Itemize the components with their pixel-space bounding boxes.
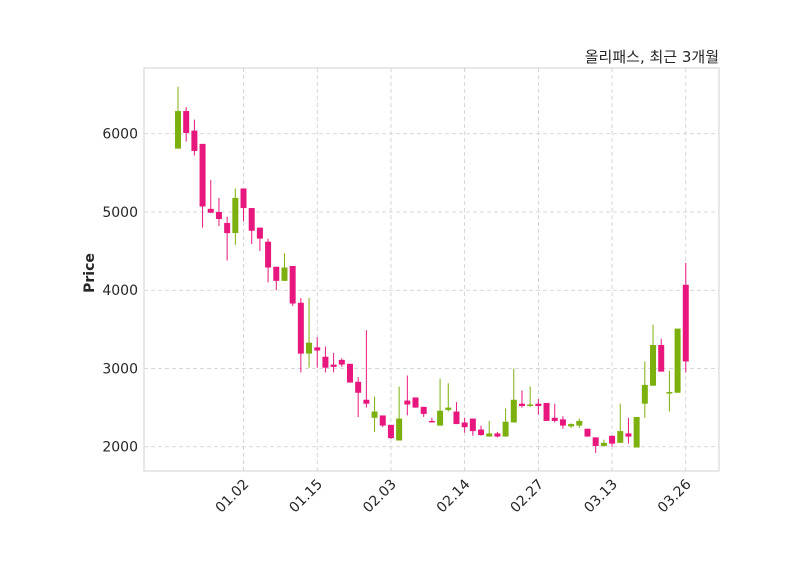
candle-body-up: [215, 211, 222, 220]
x-tick-label: 03.13: [581, 477, 621, 517]
candle-body-up: [256, 227, 263, 239]
candle-body-up: [658, 345, 665, 372]
candle-body-up: [322, 356, 329, 368]
y-tick-label: 6000: [102, 127, 138, 143]
candle-body-down: [306, 342, 313, 354]
candle-body-down: [650, 345, 657, 386]
candle-body-up: [265, 241, 272, 268]
candle-body-up: [625, 433, 632, 437]
candle-body-up: [338, 359, 345, 365]
chart-title: 올리패스, 최근 3개월: [585, 48, 719, 66]
candle-body-up: [469, 418, 476, 432]
candle-body-down: [510, 399, 517, 423]
candle-body-up: [543, 402, 550, 421]
candle-body-up: [404, 400, 411, 405]
candle-body-down: [600, 442, 607, 446]
candle-body-up: [379, 415, 386, 426]
x-axis-ticks: 01.02 01.15 02.03 02.14 02.27 03.13 03.26: [213, 476, 695, 516]
gridlines: [144, 68, 719, 471]
candle-body-up: [453, 411, 460, 425]
candle-body-up: [346, 363, 353, 383]
candle-body-up: [183, 111, 190, 133]
y-tick-label: 2000: [102, 440, 138, 456]
candle-body-down: [437, 410, 444, 426]
candle-body-up: [592, 437, 599, 446]
candle-body-up: [518, 403, 525, 407]
candle-body-down: [666, 391, 673, 394]
candle-body-down: [502, 421, 509, 437]
candle-body-down: [281, 267, 288, 281]
candle-body-up: [584, 428, 591, 437]
y-tick-label: 4000: [102, 283, 138, 299]
candle-body-up: [387, 424, 394, 439]
x-tick-label: 01.15: [286, 477, 326, 517]
candle-body-up: [248, 208, 255, 231]
candle-body-up: [314, 347, 321, 351]
candle-body-up: [412, 397, 419, 408]
candle-body-down: [396, 418, 403, 441]
candle-body-up: [207, 208, 214, 213]
y-axis-label: Price: [82, 253, 98, 293]
candle-body-down: [175, 111, 181, 149]
candle-body-down: [641, 384, 648, 404]
plot-area: [143, 67, 720, 472]
x-tick-label: 03.26: [655, 476, 695, 516]
candle-body-up: [551, 417, 558, 421]
candle-body-down: [371, 411, 378, 418]
candle-body-down: [576, 420, 583, 426]
candle-body-up: [289, 265, 296, 304]
candle-body-up: [420, 406, 427, 414]
candle-body-up: [559, 419, 566, 426]
candle-body-up: [461, 422, 468, 428]
candle-body-down: [674, 328, 681, 393]
x-tick-label: 02.27: [508, 477, 548, 517]
y-tick-label: 3000: [102, 361, 138, 377]
x-tick-label: 01.02: [213, 477, 253, 517]
candle-body-up: [199, 143, 206, 207]
candle-body-up: [609, 435, 616, 444]
candle-body-up: [363, 399, 370, 404]
candle-body-up: [330, 364, 337, 367]
candle-body-up: [297, 302, 304, 354]
candle-body-up: [355, 381, 362, 393]
candle-body-down: [617, 431, 624, 443]
candle-body-down: [633, 417, 640, 448]
candle-body-up: [191, 130, 198, 151]
y-tick-label: 5000: [102, 205, 138, 221]
candle-body-up: [273, 266, 280, 281]
candle-body-up: [478, 429, 485, 436]
x-tick-label: 02.03: [360, 477, 400, 517]
candle-body-up: [224, 222, 231, 234]
candle-body-down: [527, 404, 534, 407]
candle-body-up: [682, 284, 689, 362]
candle-body-down: [568, 424, 575, 427]
candle-body-up: [240, 188, 247, 209]
candle-body-up: [535, 403, 542, 407]
candle-body-down: [486, 433, 493, 437]
y-axis-ticks: 2000 3000 4000 5000 6000: [102, 127, 138, 456]
candle-body-down: [445, 407, 452, 410]
candle-body-up: [428, 420, 435, 423]
candle-body-down: [232, 197, 239, 234]
x-tick-label: 02.14: [434, 476, 474, 516]
candle-body-up: [494, 433, 501, 437]
candles: [175, 86, 689, 454]
